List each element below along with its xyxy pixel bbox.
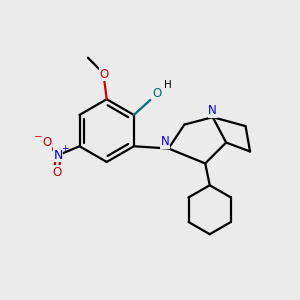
Text: H: H [164,80,172,90]
Text: O: O [42,136,51,149]
Text: N: N [53,149,63,162]
Text: N: N [160,135,169,148]
Text: O: O [152,87,161,100]
Text: O: O [52,166,61,179]
Text: O: O [100,68,109,81]
Text: −: − [34,132,43,142]
Text: N: N [208,104,217,117]
Text: +: + [61,144,68,153]
